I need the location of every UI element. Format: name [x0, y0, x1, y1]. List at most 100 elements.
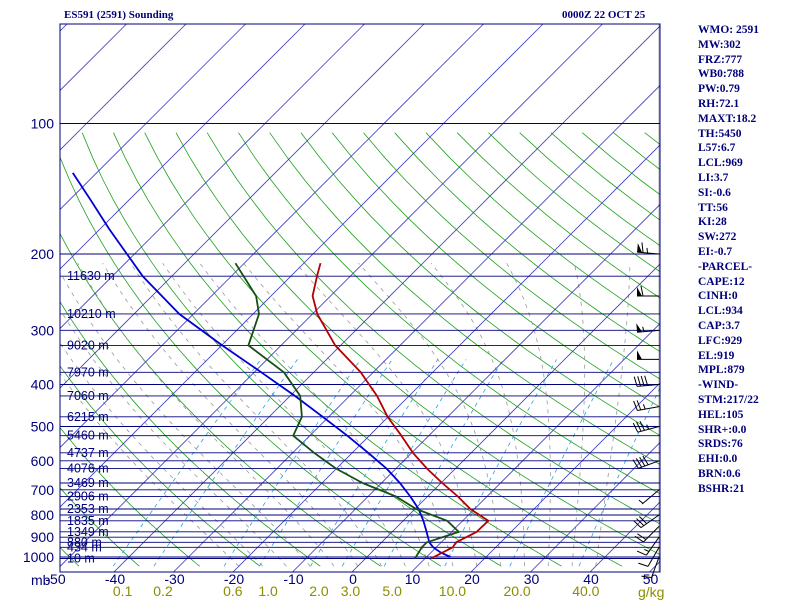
wind-barb-flag — [636, 400, 642, 411]
moist-adiabat-line — [60, 271, 311, 567]
pressure-tick-label: 700 — [31, 482, 55, 498]
wind-barb-shaft — [641, 489, 660, 505]
height-level-label: 2353 m — [67, 502, 109, 516]
wind-barb-flag — [642, 455, 649, 466]
sounding-index-item: BSHR:21 — [698, 482, 745, 495]
moist-adiabat-line — [506, 263, 551, 567]
wind-barb-pennant — [637, 243, 643, 253]
wind-barb — [637, 285, 659, 297]
wind-barb-flag — [634, 535, 644, 543]
isotherm-line — [60, 24, 484, 449]
isotherm-line — [470, 382, 660, 572]
temperature-line — [311, 262, 490, 560]
moist-adiabat-line — [77, 263, 335, 567]
wind-barb — [634, 526, 660, 543]
wind-barb-flag — [641, 242, 644, 253]
dry-adiabat-line — [206, 132, 660, 525]
sounding-index-item: TT:56 — [698, 201, 728, 214]
sounding-index-item: EL:919 — [698, 349, 735, 362]
sounding-index-item: SRDS:76 — [698, 438, 743, 451]
wind-barb — [632, 455, 660, 469]
sounding-index-item: MPL:879 — [698, 364, 745, 377]
temperature-tick-label: -10 — [283, 571, 303, 587]
sounding-index-item: CAP:3.7 — [698, 319, 740, 332]
dry-adiabat-line — [269, 132, 660, 465]
isotherm-line — [60, 24, 425, 389]
pressure-tick-label: 1000 — [23, 549, 54, 565]
wind-barb — [633, 400, 660, 411]
isotherm-line — [60, 24, 544, 508]
wind-barb — [633, 375, 660, 387]
pressure-tick-label: 300 — [31, 322, 55, 338]
dry-adiabat-line — [175, 132, 660, 556]
wind-barb-flag — [633, 376, 638, 387]
isotherm-line — [172, 84, 660, 572]
height-level-label: 880 m — [67, 535, 102, 549]
wind-barb-flag — [637, 376, 642, 387]
wind-barb-half-flag — [642, 326, 645, 332]
sounding-index-item: EHI:0.0 — [698, 453, 738, 466]
height-level-label: 1835 m — [67, 514, 109, 528]
pressure-tick-label: 100 — [31, 116, 55, 132]
pressure-tick-label: 200 — [31, 246, 55, 262]
height-level-label: 5460 m — [67, 429, 109, 443]
dry-adiabat-line — [331, 132, 660, 408]
sounding-index-item: -WIND- — [698, 379, 739, 392]
wind-barb — [641, 556, 660, 579]
sounding-index-item: KI:28 — [698, 216, 727, 229]
temperature-tick-label: 0 — [349, 571, 357, 587]
mixing-ratio-line — [444, 359, 557, 567]
wind-barb-half-flag — [638, 499, 644, 504]
wind-barb-shaft — [643, 526, 660, 543]
wind-barb-flag — [638, 562, 649, 567]
wind-barb-shaft — [637, 383, 660, 387]
dry-adiabat-line — [60, 487, 140, 567]
isotherm-line — [113, 25, 660, 572]
parcel-trace-line — [72, 172, 451, 558]
wind-barb — [638, 489, 660, 505]
pressure-tick-label: 500 — [31, 419, 55, 435]
dry-adiabat-line — [60, 301, 321, 567]
wind-barb-flag — [635, 458, 643, 468]
wind-barb-flag — [636, 550, 647, 556]
moist-adiabat-line — [60, 308, 287, 567]
wind-barb-pennant — [636, 323, 643, 333]
sounding-index-item: SHR+:0.0 — [698, 423, 747, 436]
isotherm-line — [60, 24, 365, 330]
wind-barb — [637, 242, 660, 255]
dry-adiabat-line — [300, 132, 660, 436]
mixing-ratio-label: 20.0 — [503, 583, 530, 599]
moist-adiabat-line — [60, 372, 240, 567]
mixing-ratio-label: 0.2 — [153, 583, 173, 599]
sounding-index-item: SW:272 — [698, 231, 737, 244]
wind-barb-shaft — [647, 547, 660, 567]
sounding-index-item: -PARCEL- — [698, 260, 753, 273]
mixing-ratio-line — [509, 359, 615, 567]
dry-adiabat-line — [238, 132, 660, 495]
dry-adiabat-line — [81, 132, 502, 567]
wind-barb-shaft — [638, 460, 660, 469]
sounding-index-item: STM:217/22 — [698, 393, 759, 406]
sounding-index-item: L57:6.7 — [698, 142, 736, 155]
wind-barb-flag — [639, 421, 645, 431]
wind-barb — [637, 350, 659, 360]
dry-adiabat-line — [60, 365, 261, 567]
mixing-ratio-line — [153, 359, 298, 567]
height-level-label: 10210 m — [67, 307, 116, 321]
sounding-index-item: LFC:929 — [698, 334, 743, 347]
temperature-tick-label: 20 — [464, 571, 480, 587]
height-level-label: 9020 m — [67, 338, 109, 352]
moist-adiabat-line — [571, 263, 586, 567]
wind-barb-pennant — [637, 287, 642, 297]
dewpoint-line — [234, 262, 460, 559]
mixing-ratio-label: 3.0 — [341, 583, 361, 599]
pressure-tick-label: 400 — [31, 376, 55, 392]
moist-adiabat-line — [430, 262, 525, 567]
sounding-index-item: MAXT:18.2 — [698, 112, 757, 125]
sounding-index-item: BRN:0.6 — [698, 467, 741, 480]
wind-barb-shaft — [645, 536, 660, 556]
mixing-unit-label: g/kg — [638, 584, 664, 600]
wind-barb-half-flag — [646, 424, 650, 430]
dry-adiabat-line — [425, 132, 660, 326]
